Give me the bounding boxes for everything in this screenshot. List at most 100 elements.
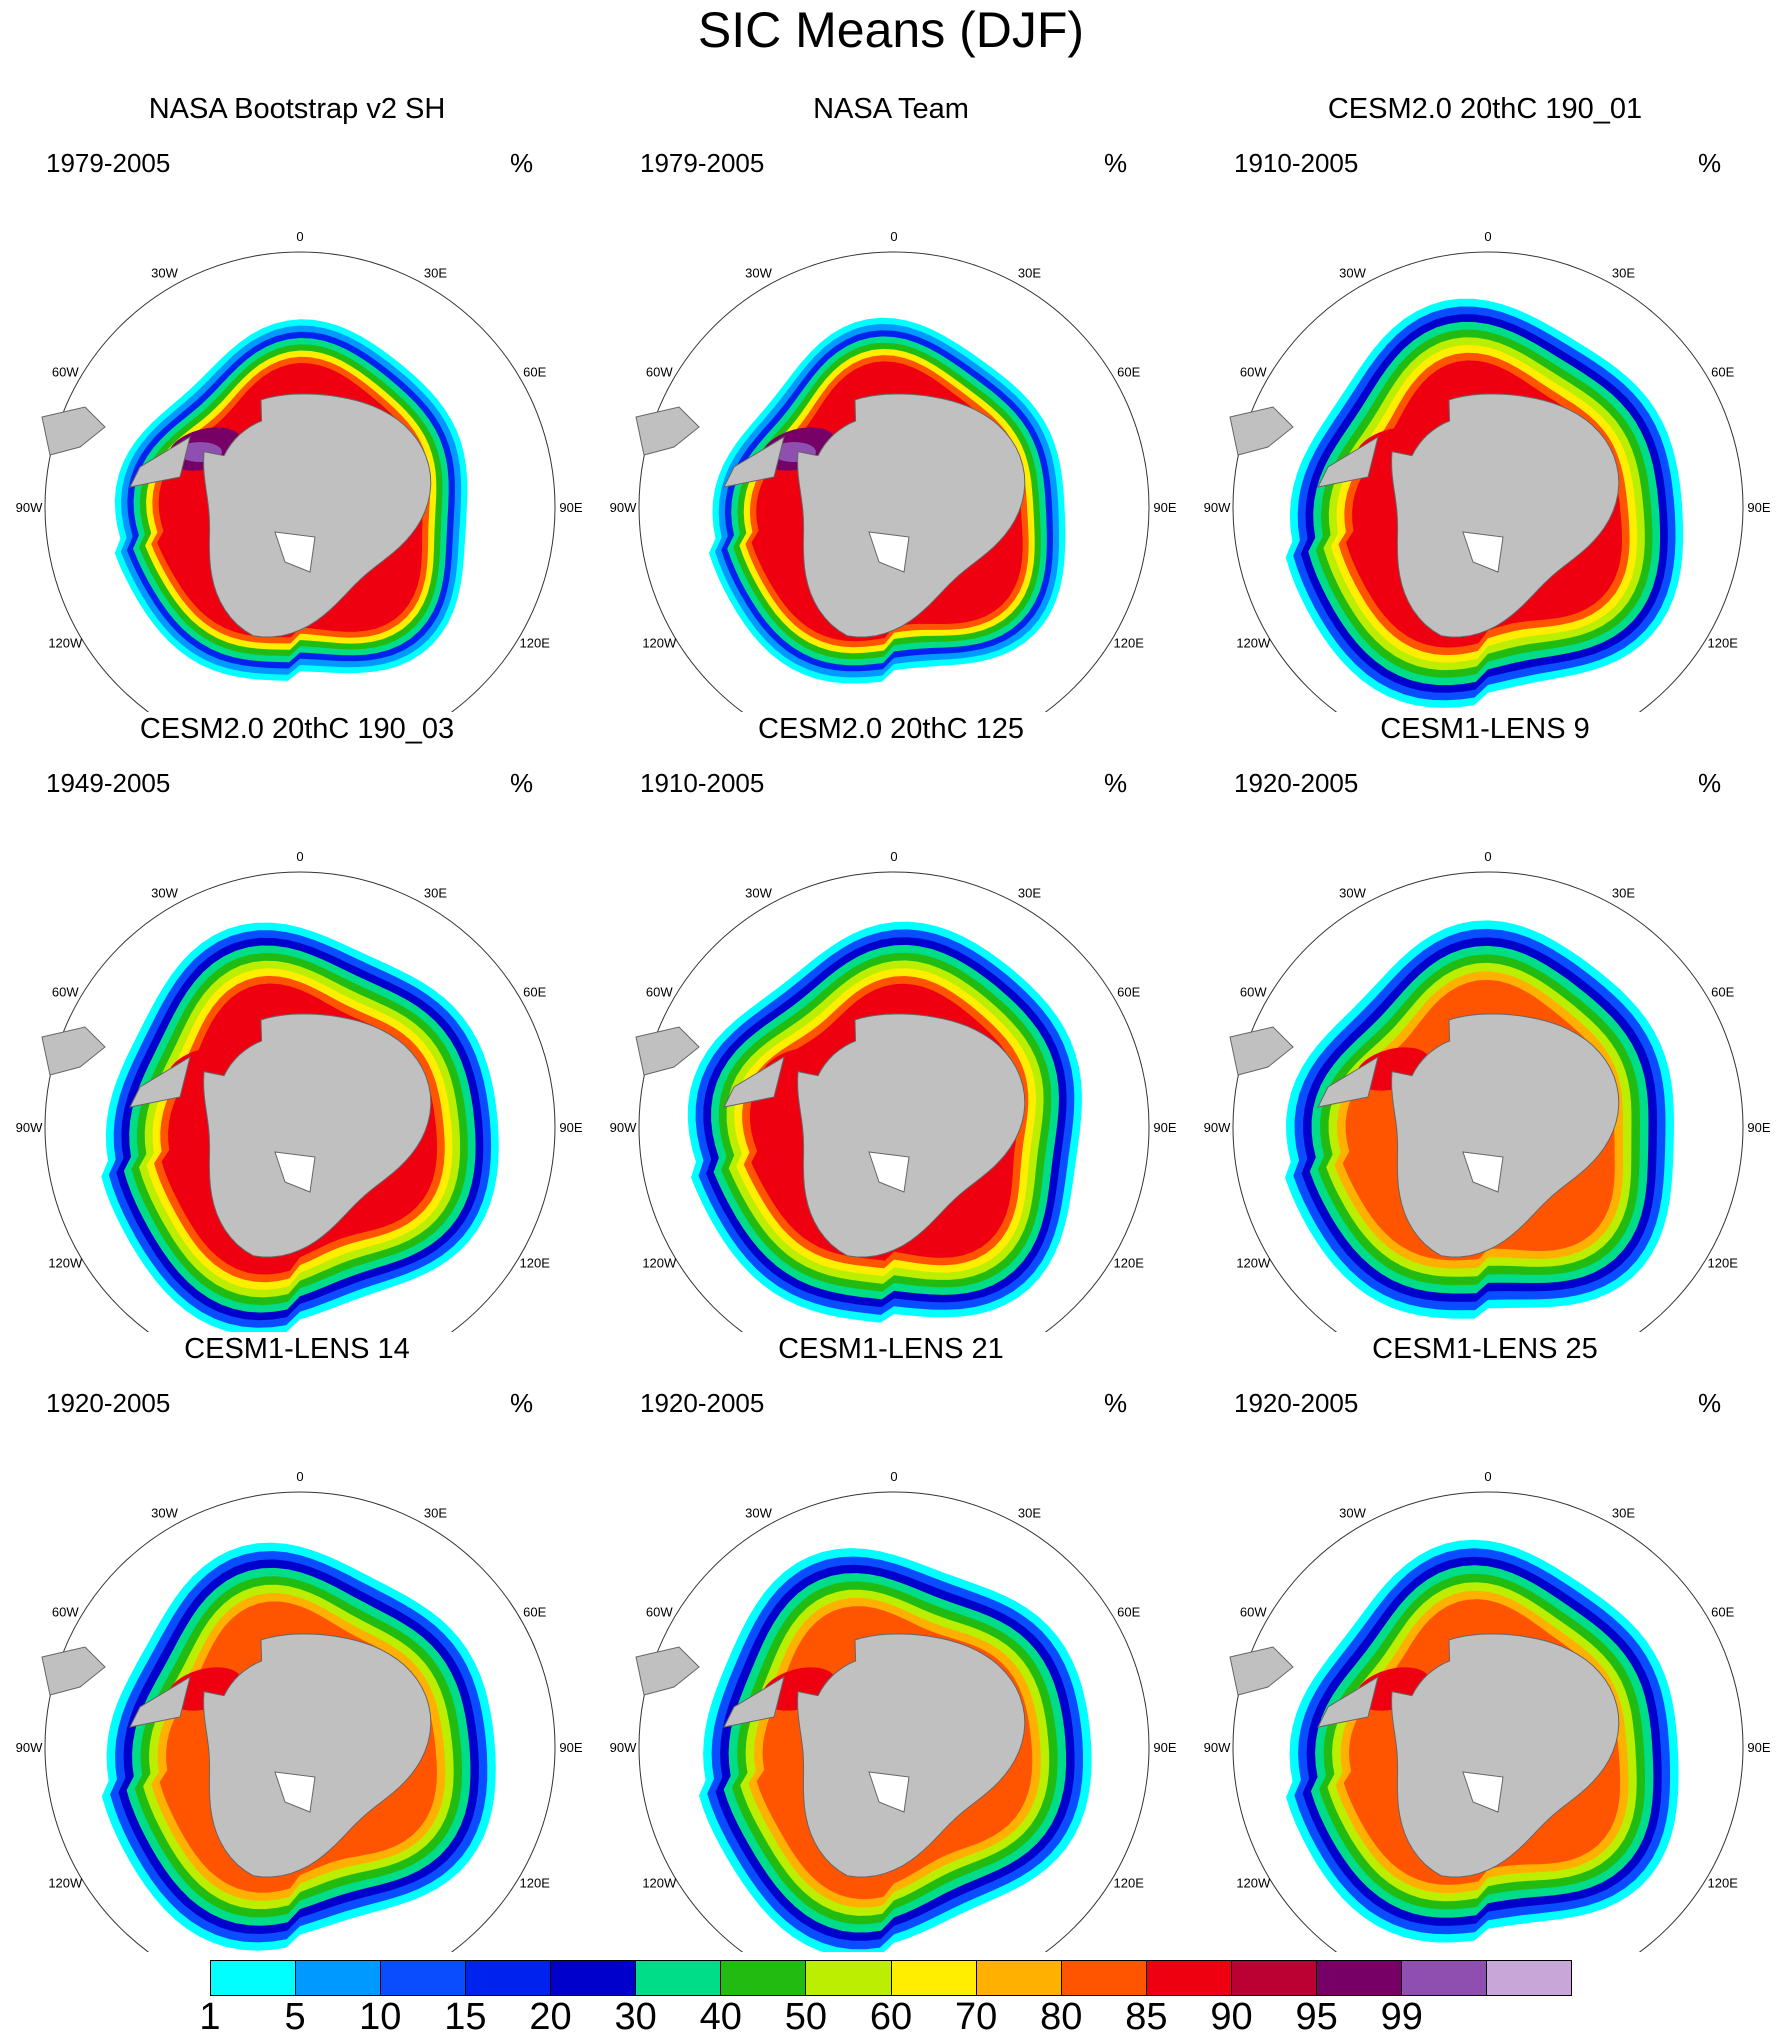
panel-title: CESM1-LENS 14 [184, 1333, 410, 1365]
longitude-label: 30W [745, 885, 772, 900]
longitude-label: 120W [1236, 1256, 1271, 1271]
longitude-label: 0 [296, 229, 303, 244]
colorbar-tick-label: 15 [444, 1996, 487, 2038]
panel-unit: % [1104, 148, 1128, 178]
polar-map: 030E60E90E120E150E180150W120W90W60W30W [1204, 849, 1771, 1332]
longitude-label: 60W [1240, 365, 1267, 380]
colorbar-box [466, 1961, 552, 1995]
map-panel: 030E60E90E120E150E180150W120W90W60W30WCE… [1188, 92, 1782, 712]
panel-unit: % [510, 1388, 534, 1418]
polar-map: 030E60E90E120E150E180150W120W90W60W30W [16, 849, 583, 1332]
longitude-label: 120E [1114, 636, 1145, 651]
south-america-landmass [41, 406, 106, 456]
longitude-label: 90E [1747, 1120, 1770, 1135]
longitude-label: 30E [424, 265, 447, 280]
colorbar-box [976, 1961, 1062, 1995]
colorbar-box [1486, 1961, 1571, 1995]
longitude-label: 30E [1612, 885, 1635, 900]
longitude-label: 0 [890, 1469, 897, 1484]
longitude-label: 90W [610, 1120, 637, 1135]
antarctic-peninsula [723, 435, 785, 488]
colorbar-box [381, 1961, 467, 1995]
colorbar-tick-label: 5 [284, 1996, 306, 2038]
longitude-label: 60E [1117, 985, 1140, 1000]
panel-title: CESM1-LENS 21 [778, 1333, 1004, 1365]
panel-period: 1910-2005 [1234, 148, 1359, 178]
polar-map: 030E60E90E120E150E180150W120W90W60W30W [610, 849, 1177, 1332]
panel-unit: % [510, 148, 534, 178]
colorbar-tick-label: 70 [954, 1996, 998, 2038]
panel-unit: % [1104, 768, 1128, 798]
colorbar [210, 1960, 1572, 1996]
south-america-landmass [635, 406, 700, 456]
longitude-label: 90W [610, 1740, 637, 1755]
longitude-label: 90W [16, 1120, 43, 1135]
longitude-label: 0 [1484, 1469, 1491, 1484]
panel-title: CESM2.0 20thC 125 [758, 713, 1024, 745]
panel-period: 1920-2005 [1234, 1388, 1359, 1418]
panel-grid: 030E60E90E120E150E180150W120W90W60W30WNA… [16, 92, 1782, 1952]
colorbar-box [636, 1961, 722, 1995]
longitude-label: 120E [520, 1876, 551, 1891]
colorbar-tick-label: 40 [699, 1996, 742, 2038]
longitude-label: 60W [52, 365, 79, 380]
polar-map: 030E60E90E120E150E180150W120W90W60W30W [16, 229, 583, 712]
longitude-label: 120E [520, 636, 551, 651]
longitude-label: 120W [642, 1876, 677, 1891]
colorbar-box [806, 1961, 892, 1995]
colorbar-tick-label: 60 [869, 1996, 913, 2038]
longitude-label: 0 [890, 229, 897, 244]
panel-title: CESM2.0 20thC 190_03 [139, 713, 455, 745]
longitude-label: 0 [296, 1469, 303, 1484]
longitude-label: 90W [1204, 1120, 1231, 1135]
panel-period: 1979-2005 [46, 148, 171, 178]
south-america-landmass [1229, 1646, 1294, 1696]
longitude-label: 0 [296, 849, 303, 864]
panel-title: CESM2.0 20thC 190_01 [1327, 93, 1643, 125]
longitude-label: 90E [559, 500, 582, 515]
longitude-label: 30W [151, 1505, 178, 1520]
panel-unit: % [1698, 1388, 1722, 1418]
colorbar-box [296, 1961, 382, 1995]
longitude-label: 60W [646, 1605, 673, 1620]
longitude-label: 30W [151, 885, 178, 900]
antarctica-landmass [203, 393, 432, 638]
longitude-label: 60E [523, 985, 546, 1000]
longitude-label: 60W [646, 985, 673, 1000]
longitude-label: 30E [1018, 1505, 1041, 1520]
antarctic-peninsula [129, 1675, 191, 1728]
south-america-landmass [41, 1026, 106, 1076]
longitude-label: 120E [1114, 1876, 1145, 1891]
longitude-label: 120W [1236, 636, 1271, 651]
map-panel: 030E60E90E120E150E180150W120W90W60W30WNA… [594, 92, 1188, 712]
ross-ice-shelf [868, 1151, 910, 1193]
longitude-label: 120W [1236, 1876, 1271, 1891]
longitude-label: 60E [1711, 1605, 1734, 1620]
panel-unit: % [1104, 1388, 1128, 1418]
longitude-label: 60E [1711, 985, 1734, 1000]
antarctic-peninsula [723, 1675, 785, 1728]
colorbar-box [891, 1961, 977, 1995]
longitude-label: 60W [52, 985, 79, 1000]
colorbar-tick-label: 85 [1125, 1996, 1168, 2038]
antarctica-landmass [203, 1633, 432, 1878]
longitude-label: 60W [52, 1605, 79, 1620]
longitude-label: 120E [1708, 636, 1739, 651]
longitude-label: 120W [48, 1256, 83, 1271]
colorbar-box [551, 1961, 637, 1995]
longitude-label: 120W [48, 636, 83, 651]
ross-ice-shelf [274, 1771, 316, 1813]
longitude-label: 30W [1339, 265, 1366, 280]
panel-title: CESM1-LENS 9 [1380, 713, 1590, 745]
antarctica-landmass [1391, 1013, 1620, 1258]
panel-unit: % [1698, 768, 1722, 798]
ross-ice-shelf [1462, 1151, 1504, 1193]
longitude-label: 60W [646, 365, 673, 380]
map-panel: 030E60E90E120E150E180150W120W90W60W30WCE… [0, 1332, 594, 1952]
longitude-label: 30E [1612, 265, 1635, 280]
map-panel: 030E60E90E120E150E180150W120W90W60W30WCE… [1188, 1332, 1782, 1952]
longitude-label: 0 [890, 849, 897, 864]
colorbar-tick-label: 1 [199, 1996, 221, 2038]
polar-map: 030E60E90E120E150E180150W120W90W60W30W [1204, 229, 1771, 712]
longitude-label: 90W [1204, 500, 1231, 515]
